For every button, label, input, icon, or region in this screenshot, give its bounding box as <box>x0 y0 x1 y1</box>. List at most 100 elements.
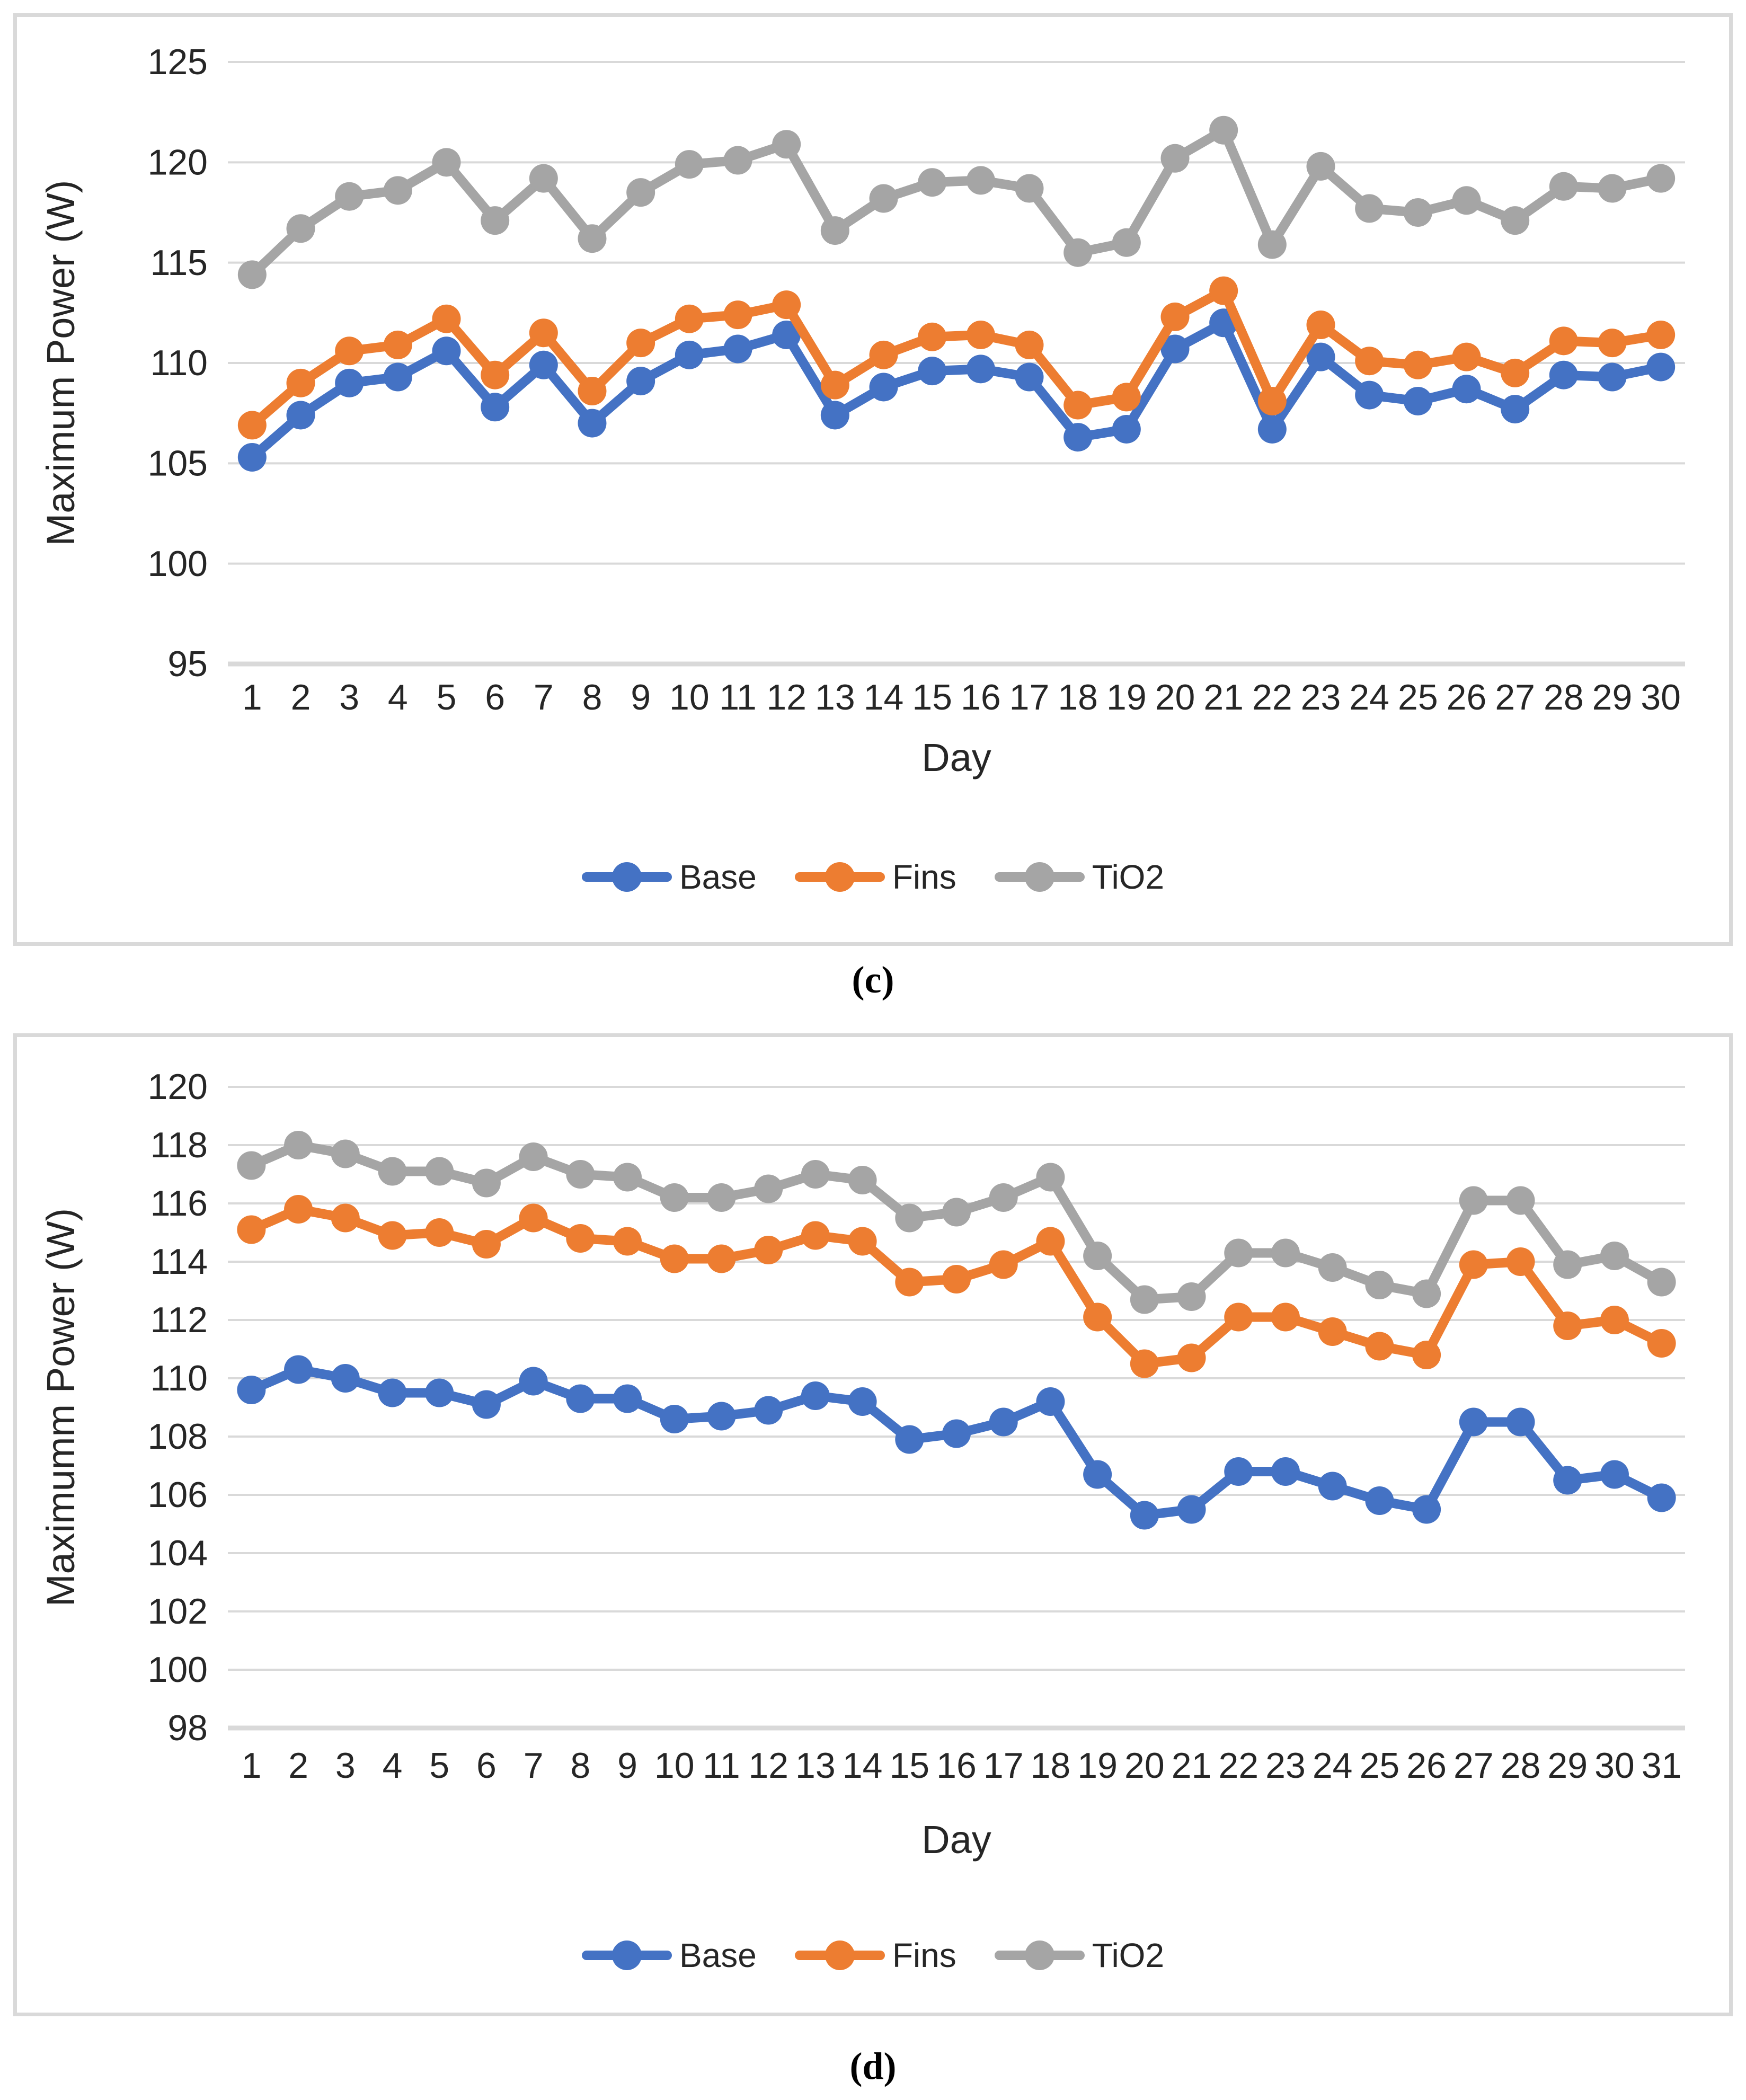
marker-tio2-day7 <box>519 1142 548 1171</box>
marker-base-day10 <box>675 340 704 369</box>
marker-fins-day22 <box>1224 1302 1253 1332</box>
marker-base-day20 <box>1160 334 1190 364</box>
x-tick-label-30: 30 <box>1641 677 1681 717</box>
marker-fins-day8 <box>566 1224 595 1253</box>
y-tick-label-106: 106 <box>148 1475 208 1515</box>
marker-tio2-day1 <box>237 260 267 289</box>
x-tick-label-29: 29 <box>1547 1745 1588 1786</box>
x-tick-label-1: 1 <box>242 677 262 717</box>
y-tick-label-120: 120 <box>148 142 208 182</box>
marker-tio2-day5 <box>425 1157 454 1186</box>
marker-base-day25 <box>1403 386 1432 415</box>
marker-tio2-day1 <box>237 1151 266 1180</box>
marker-fins-day23 <box>1306 311 1335 340</box>
x-tick-label-10: 10 <box>669 677 710 717</box>
marker-fins-day18 <box>1036 1227 1065 1256</box>
marker-fins-day5 <box>425 1218 454 1247</box>
marker-base-day11 <box>707 1402 736 1431</box>
marker-tio2-day9 <box>613 1163 642 1192</box>
x-tick-label-18: 18 <box>1031 1745 1071 1786</box>
legend-dot <box>825 862 855 892</box>
marker-base-day26 <box>1412 1495 1441 1524</box>
x-tick-label-24: 24 <box>1313 1745 1353 1786</box>
y-tick-label-112: 112 <box>150 1300 208 1340</box>
y-axis-title: Maximumm Power (W) <box>39 1208 83 1607</box>
legend-label: TiO2 <box>1092 1936 1165 1974</box>
marker-tio2-day25 <box>1403 198 1432 227</box>
marker-base-day18 <box>1063 423 1093 452</box>
x-tick-label-29: 29 <box>1592 677 1633 717</box>
marker-fins-day12 <box>772 290 801 320</box>
legend-item-tio2: TiO2 <box>994 1936 1165 1974</box>
x-tick-label-28: 28 <box>1544 677 1584 717</box>
marker-fins-day9 <box>626 329 655 358</box>
marker-fins-day11 <box>707 1244 736 1273</box>
x-tick-label-22: 22 <box>1218 1745 1258 1786</box>
legend-item-fins: Fins <box>794 860 956 894</box>
marker-fins-day14 <box>869 340 898 369</box>
x-tick-label-27: 27 <box>1453 1745 1494 1786</box>
x-tick-label-21: 21 <box>1172 1745 1212 1786</box>
marker-tio2-day15 <box>918 168 947 197</box>
x-tick-label-9: 9 <box>617 1745 637 1786</box>
marker-base-day12 <box>772 320 801 349</box>
marker-tio2-day27 <box>1501 206 1530 235</box>
x-tick-label-23: 23 <box>1265 1745 1306 1786</box>
marker-tio2-day28 <box>1549 172 1578 201</box>
legend-marker-icon <box>581 1940 672 1970</box>
x-tick-label-5: 5 <box>429 1745 449 1786</box>
legend-dot <box>1024 862 1054 892</box>
marker-tio2-day11 <box>707 1183 736 1212</box>
legend-item-tio2: TiO2 <box>994 860 1164 894</box>
y-tick-label-98: 98 <box>167 1708 208 1748</box>
series-line-fins <box>247 286 1666 430</box>
y-tick-label-114: 114 <box>150 1242 208 1282</box>
y-tick-label-110: 110 <box>150 1358 208 1398</box>
x-tick-label-20: 20 <box>1155 677 1195 717</box>
legend-label: Base <box>679 1936 757 1974</box>
marker-fins-day1 <box>237 1215 266 1244</box>
marker-fins-day2 <box>284 1195 313 1224</box>
x-tick-label-1: 1 <box>241 1745 261 1786</box>
marker-base-day14 <box>848 1387 877 1416</box>
marker-fins-day20 <box>1130 1349 1159 1378</box>
marker-base-day15 <box>918 357 947 386</box>
marker-fins-day16 <box>942 1265 971 1293</box>
x-tick-label-3: 3 <box>339 677 359 717</box>
marker-tio2-day6 <box>472 1168 501 1198</box>
legend-d: Base Fins TiO2 <box>17 1931 1729 1979</box>
marker-tio2-day20 <box>1160 144 1190 173</box>
x-tick-label-6: 6 <box>476 1745 497 1786</box>
marker-base-day10 <box>660 1405 689 1433</box>
marker-base-day24 <box>1355 380 1384 410</box>
marker-fins-day26 <box>1412 1341 1441 1369</box>
legend-label: Fins <box>892 1936 956 1974</box>
x-tick-label-12: 12 <box>766 677 806 717</box>
marker-base-day1 <box>237 1376 266 1404</box>
x-tick-label-18: 18 <box>1058 677 1098 717</box>
marker-base-day19 <box>1083 1460 1112 1489</box>
marker-fins-day28 <box>1506 1247 1535 1276</box>
marker-tio2-day2 <box>286 214 315 243</box>
legend-marker-icon <box>794 1940 885 1970</box>
marker-tio2-day23 <box>1271 1238 1300 1268</box>
marker-tio2-day22 <box>1257 230 1287 259</box>
marker-fins-day2 <box>286 368 315 397</box>
marker-tio2-day14 <box>848 1166 877 1194</box>
marker-tio2-day31 <box>1647 1268 1676 1297</box>
marker-fins-day5 <box>432 304 461 333</box>
marker-fins-day25 <box>1365 1332 1394 1361</box>
marker-base-day2 <box>286 401 315 430</box>
x-tick-label-24: 24 <box>1349 677 1389 717</box>
x-tick-label-30: 30 <box>1594 1745 1635 1786</box>
marker-base-day7 <box>529 350 558 379</box>
y-tick-label-102: 102 <box>148 1591 208 1632</box>
series-line-tio2 <box>247 125 1666 280</box>
marker-base-day9 <box>613 1384 642 1413</box>
marker-fins-day24 <box>1318 1317 1347 1346</box>
x-axis-title: Day <box>921 1818 991 1862</box>
marker-base-day30 <box>1646 352 1676 382</box>
